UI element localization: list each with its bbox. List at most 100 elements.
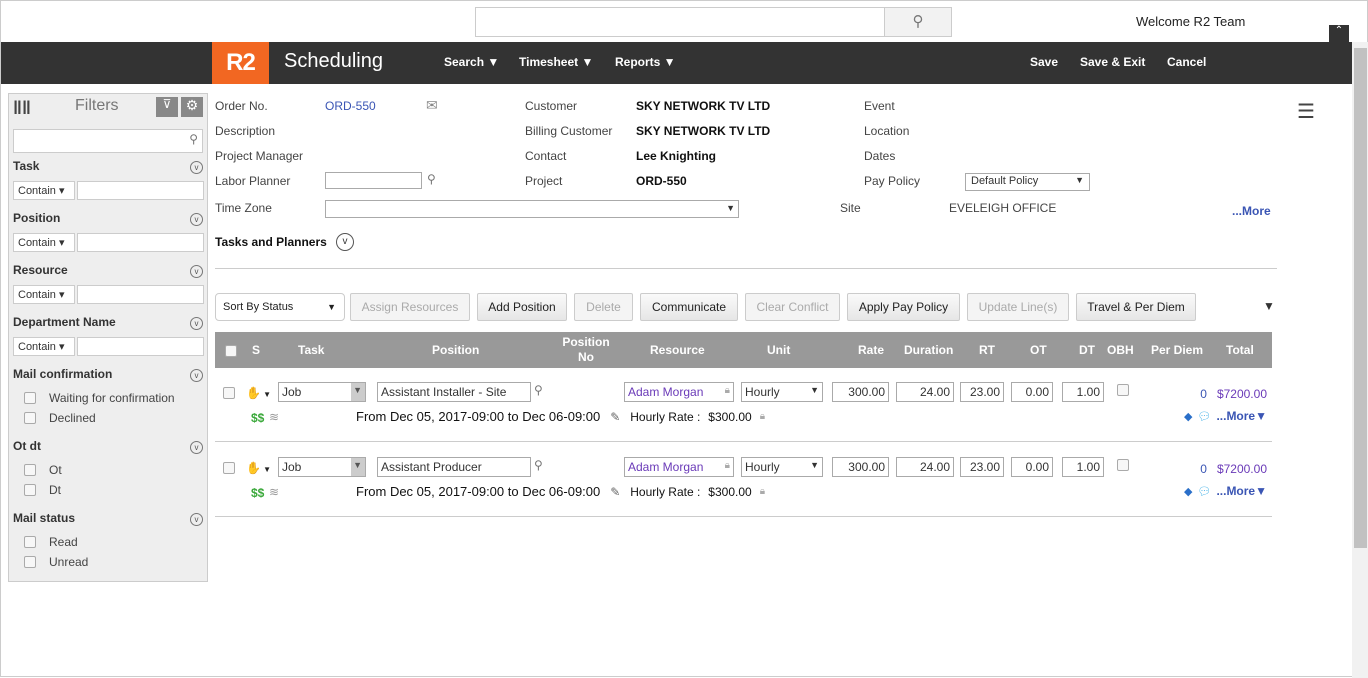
dt-input[interactable]: 1.00 xyxy=(1062,457,1104,477)
filter-position-input[interactable] xyxy=(77,233,204,252)
side-menu-icon[interactable]: ☰ xyxy=(1297,101,1315,123)
pencil-icon[interactable]: ✎ xyxy=(610,484,621,499)
select-all-checkbox[interactable] xyxy=(225,345,237,357)
rt-input[interactable]: 23.00 xyxy=(960,457,1004,477)
communicate-button[interactable]: Communicate xyxy=(640,293,738,321)
chevron-down-icon[interactable]: v xyxy=(190,317,203,330)
pencil-icon[interactable]: ✎ xyxy=(610,409,621,424)
layers-icon[interactable]: ≋ xyxy=(269,485,280,499)
status-hand-icon[interactable]: ✋ ▼ xyxy=(246,386,272,400)
unit-select[interactable]: Hourly ▼ xyxy=(741,382,823,402)
search-icon[interactable]: ⚲ xyxy=(534,458,543,472)
row-checkbox[interactable] xyxy=(223,462,235,474)
task-select[interactable]: Job ▼ xyxy=(278,457,366,477)
order-no-link[interactable]: ORD-550 xyxy=(325,99,376,113)
delete-button[interactable]: Delete xyxy=(574,293,633,321)
travel-per-diem-button[interactable]: Travel & Per Diem xyxy=(1076,293,1196,321)
rt-input[interactable]: 23.00 xyxy=(960,382,1004,402)
sort-select[interactable]: Sort By Status ▼ xyxy=(215,293,345,321)
caret-down-icon[interactable]: ▼ xyxy=(1263,299,1275,313)
tag-icon[interactable]: ◆ xyxy=(1184,410,1193,423)
dt-input[interactable]: 1.00 xyxy=(1062,382,1104,402)
chevron-down-icon[interactable]: v xyxy=(190,161,203,174)
filter-department-mode[interactable]: Contain ▾ xyxy=(13,337,75,356)
row-more-link[interactable]: ...More▼ xyxy=(1216,484,1267,498)
row-divider xyxy=(215,516,1272,517)
filter-search-input[interactable]: ⚲ xyxy=(13,129,203,153)
global-search-button[interactable]: ⚲ xyxy=(884,7,952,37)
rate-input[interactable]: 300.00 xyxy=(832,382,889,402)
filter-task-input[interactable] xyxy=(77,181,204,200)
resource-input[interactable]: Adam Morgan 🔒︎ xyxy=(624,457,734,477)
layers-icon[interactable]: ≋ xyxy=(269,410,280,424)
chevron-down-icon[interactable]: v xyxy=(190,441,203,454)
per-diem-link[interactable]: 0 xyxy=(1200,462,1207,476)
col-total: Total xyxy=(1226,343,1254,357)
more-link[interactable]: ...More xyxy=(1232,204,1271,218)
time-zone-select[interactable]: ▼ xyxy=(325,200,739,218)
lock-icon[interactable]: 🔒︎ xyxy=(759,486,766,497)
mail-cancel-icon[interactable]: ✉ xyxy=(426,97,438,113)
resource-input[interactable]: Adam Morgan 🔒︎ xyxy=(624,382,734,402)
chevron-down-icon[interactable]: v xyxy=(190,369,203,382)
chevron-down-icon[interactable]: v xyxy=(190,265,203,278)
dollar-icon[interactable]: $$ xyxy=(251,411,265,425)
search-icon[interactable]: ⚲ xyxy=(427,172,436,186)
search-icon[interactable]: ⚲ xyxy=(534,383,543,397)
filter-task-mode[interactable]: Contain ▾ xyxy=(13,181,75,200)
scrollbar[interactable] xyxy=(1352,42,1368,678)
row-checkbox[interactable] xyxy=(223,387,235,399)
checkbox[interactable] xyxy=(24,464,36,476)
ot-input[interactable]: 0.00 xyxy=(1011,382,1053,402)
menu-search[interactable]: Search ▼ xyxy=(444,55,500,69)
per-diem-link[interactable]: 0 xyxy=(1200,387,1207,401)
obh-checkbox[interactable] xyxy=(1117,459,1129,471)
assign-resources-button[interactable]: Assign Resources xyxy=(350,293,470,321)
filter-resource-input[interactable] xyxy=(77,285,204,304)
update-lines-button[interactable]: Update Line(s) xyxy=(967,293,1069,321)
checkbox[interactable] xyxy=(24,484,36,496)
checkbox[interactable] xyxy=(24,536,36,548)
dollar-icon[interactable]: $$ xyxy=(251,486,265,500)
filter-resource-mode[interactable]: Contain ▾ xyxy=(13,285,75,304)
save-exit-button[interactable]: Save & Exit xyxy=(1080,55,1146,69)
rate-input[interactable]: 300.00 xyxy=(832,457,889,477)
filter-position-mode[interactable]: Contain ▾ xyxy=(13,233,75,252)
columns-icon[interactable]: ‖‖ xyxy=(13,98,31,118)
save-button[interactable]: Save xyxy=(1030,55,1059,69)
position-input[interactable]: Assistant Installer - Site xyxy=(377,382,531,402)
comment-icon[interactable]: 💬︎ xyxy=(1197,485,1212,498)
apply-pay-policy-button[interactable]: Apply Pay Policy xyxy=(847,293,960,321)
task-select[interactable]: Job ▼ xyxy=(278,382,366,402)
tag-icon[interactable]: ◆ xyxy=(1184,485,1193,498)
lock-icon[interactable]: 🔒︎ xyxy=(759,411,766,422)
pay-policy-select[interactable]: Default Policy ▼ xyxy=(965,173,1090,191)
cancel-button[interactable]: Cancel xyxy=(1167,55,1207,69)
menu-timesheet[interactable]: Timesheet ▼ xyxy=(519,55,594,69)
gear-icon[interactable]: ⚙ xyxy=(181,97,203,117)
duration-input[interactable]: 24.00 xyxy=(896,457,954,477)
status-hand-icon[interactable]: ✋ ▼ xyxy=(246,461,272,475)
checkbox[interactable] xyxy=(24,392,36,404)
duration-input[interactable]: 24.00 xyxy=(896,382,954,402)
chevron-down-icon[interactable]: v xyxy=(336,233,354,251)
obh-checkbox[interactable] xyxy=(1117,384,1129,396)
comment-icon[interactable]: 💬︎ xyxy=(1197,410,1212,423)
clear-conflict-button[interactable]: Clear Conflict xyxy=(745,293,840,321)
filter-department-input[interactable] xyxy=(77,337,204,356)
unit-select[interactable]: Hourly ▼ xyxy=(741,457,823,477)
position-input[interactable]: Assistant Producer xyxy=(377,457,531,477)
labor-planner-input[interactable] xyxy=(325,172,422,189)
checkbox[interactable] xyxy=(24,556,36,568)
add-position-button[interactable]: Add Position xyxy=(477,293,567,321)
row-more-link[interactable]: ...More▼ xyxy=(1216,409,1267,423)
checkbox[interactable] xyxy=(24,412,36,424)
chevron-down-icon[interactable]: v xyxy=(190,513,203,526)
collapse-header-button[interactable]: ⌃ xyxy=(1329,25,1349,42)
menu-reports[interactable]: Reports ▼ xyxy=(615,55,676,69)
chevron-down-icon[interactable]: v xyxy=(190,213,203,226)
clear-filter-icon[interactable]: ⊽ xyxy=(156,97,178,117)
ot-input[interactable]: 0.00 xyxy=(1011,457,1053,477)
global-search-input[interactable] xyxy=(475,7,885,37)
col-per-diem: Per Diem xyxy=(1151,343,1204,357)
